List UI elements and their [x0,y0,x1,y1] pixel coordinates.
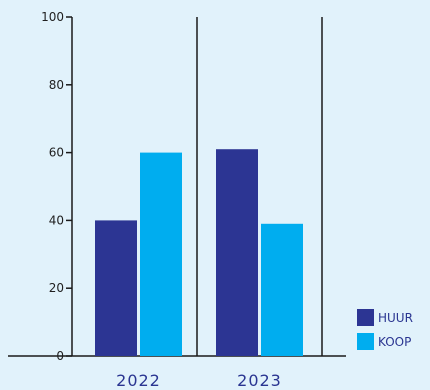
y-tick-label: 20 [49,281,64,295]
bar-koop-2023 [261,223,303,356]
y-tick-label: 60 [49,146,64,160]
y-tick-label: 0 [56,349,64,363]
legend-label-koop: KOOP [378,335,411,349]
bar-koop-2022 [140,152,182,356]
legend-swatch-koop [357,333,374,350]
bar-huur-2022 [95,220,137,356]
labels-layer: 0 20 40 60 80 100 2022 2023 [41,10,282,390]
legend-label-huur: HUUR [378,311,413,325]
legend: HUUR KOOP [357,309,413,350]
bar-huur-2023 [216,149,258,356]
legend-swatch-huur [357,309,374,326]
y-tick-label: 100 [41,10,64,24]
y-tick-label: 80 [49,78,64,92]
x-category-label: 2022 [116,371,161,390]
y-tick-label: 40 [49,213,64,227]
x-category-label: 2023 [237,371,282,390]
bars-layer [95,149,303,356]
